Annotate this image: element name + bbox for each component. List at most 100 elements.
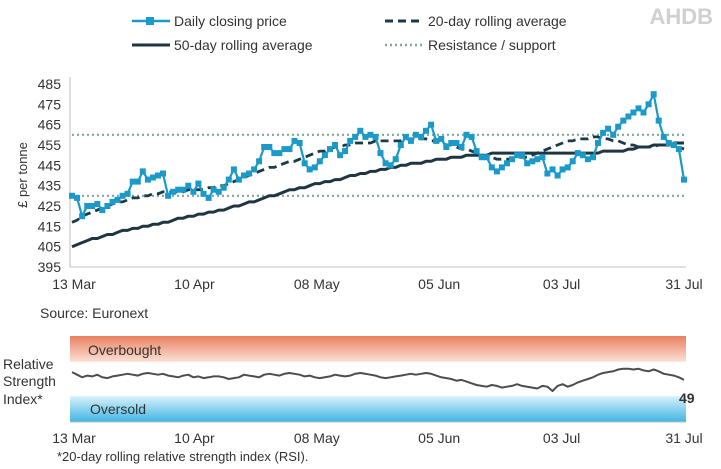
daily-price-point [352, 133, 359, 140]
x-tick-label: 03 Jul [543, 276, 580, 292]
daily-price-point [357, 127, 364, 134]
daily-price-point [509, 156, 515, 163]
x-tick-label: 08 May [294, 430, 340, 446]
daily-price-point [149, 174, 156, 181]
daily-price-point [235, 176, 242, 183]
daily-price-point [595, 140, 601, 146]
daily-price-point [114, 196, 121, 203]
daily-price-point [129, 178, 136, 185]
rsi-line-group [71, 367, 685, 392]
daily-price-point [139, 168, 146, 175]
overbought-label: Overbought [88, 342, 161, 358]
y-tick-label: 485 [38, 76, 62, 92]
daily-price-point [463, 131, 470, 138]
y-tick-label: 455 [38, 137, 62, 153]
daily-price-point [347, 137, 354, 144]
daily-price-point [89, 203, 96, 209]
daily-price-point [549, 166, 556, 173]
daily-price-markers [69, 91, 687, 220]
daily-price-point [514, 152, 521, 159]
daily-price-point [200, 190, 207, 197]
daily-price-point [205, 194, 212, 201]
daily-price-point [610, 131, 617, 138]
daily-price-point [99, 207, 106, 214]
x-tick-label: 10 Apr [174, 430, 215, 446]
daily-price-point [160, 170, 166, 177]
daily-price-point [574, 150, 581, 157]
daily-price-point [402, 133, 409, 140]
rsi-y-label-line-1: Relative [3, 356, 54, 372]
daily-price-point [246, 170, 252, 177]
daily-price-point [559, 166, 566, 173]
daily-price-point [625, 113, 632, 120]
price-chart: £ per tonne 395 405 415 425 435 445 455 465 475 4… [15, 76, 703, 321]
oversold-zone [70, 396, 686, 422]
daily-price-point [458, 144, 465, 150]
y-tick-label: 435 [38, 178, 62, 194]
daily-price-point [230, 166, 237, 173]
daily-price-point [332, 142, 338, 148]
daily-price-point [650, 91, 657, 98]
y-tick-label: 445 [38, 157, 62, 173]
daily-price-point [407, 137, 414, 144]
daily-price-point [504, 160, 510, 167]
daily-price-point [210, 186, 217, 193]
daily-price-point [296, 140, 303, 146]
daily-price-point [620, 117, 627, 124]
daily-price-point [119, 192, 126, 199]
daily-price-point [675, 146, 682, 153]
legend-item-resistance: Resistance / support [385, 37, 556, 53]
daily-price-point [165, 192, 172, 199]
daily-price-point [630, 109, 637, 116]
daily-price-point [220, 184, 227, 191]
daily-price-point [453, 140, 460, 146]
ahdb-logo: AHDB [649, 4, 713, 29]
daily-price-point [170, 188, 177, 195]
daily-price-point [337, 152, 344, 159]
daily-price-point [74, 194, 81, 201]
x-tick-label: 13 Mar [52, 430, 96, 446]
daily-price-point [301, 160, 308, 167]
daily-price-point [488, 164, 495, 171]
daily-price-point [554, 172, 561, 179]
daily-price-point [190, 188, 197, 195]
overbought-zone [70, 336, 686, 362]
daily-price-point [372, 133, 379, 140]
daily-price-point [660, 133, 667, 140]
y-tick-labels: 395 405 415 425 435 445 455 465 475 485 [38, 76, 62, 275]
y-tick-label: 395 [38, 259, 62, 275]
daily-price-point [311, 164, 318, 171]
rsi-line [71, 367, 685, 392]
daily-price-point [635, 105, 642, 112]
daily-price-point [180, 186, 187, 193]
legend-item-avg20: 20-day rolling average [385, 13, 567, 29]
daily-price-point [94, 201, 101, 207]
x-tick-label: 31 Jul [665, 430, 702, 446]
daily-price-point [251, 166, 258, 173]
daily-price-point [498, 164, 505, 171]
daily-price-point [387, 162, 394, 169]
daily-price-point [84, 203, 91, 209]
daily-price-point [569, 158, 576, 165]
rsi-y-label-line-3: Index* [3, 391, 43, 407]
daily-price-point [544, 170, 551, 177]
daily-price-point [681, 176, 687, 183]
daily-price-point [564, 164, 571, 171]
daily-price-point [665, 140, 672, 146]
daily-price-point [256, 158, 263, 165]
daily-price-point [423, 127, 429, 134]
daily-price-point [281, 146, 288, 153]
daily-price-point [539, 154, 546, 161]
daily-price-point [478, 154, 485, 161]
daily-price-point [69, 192, 75, 199]
legend-label-avg50: 50-day rolling average [174, 37, 313, 53]
daily-price-point [382, 160, 389, 167]
rsi-y-label: Relative Strength Index* [3, 356, 56, 407]
y-tick-label: 415 [38, 218, 62, 234]
daily-price-point [261, 144, 268, 150]
daily-price-point [483, 154, 490, 161]
rsi-x-tick-labels: 13 Mar 10 Apr 08 May 05 Jun 03 Jul 31 Jul [52, 430, 702, 446]
daily-price-point [615, 123, 622, 130]
daily-price-point [266, 144, 273, 150]
daily-price-point [600, 129, 607, 136]
